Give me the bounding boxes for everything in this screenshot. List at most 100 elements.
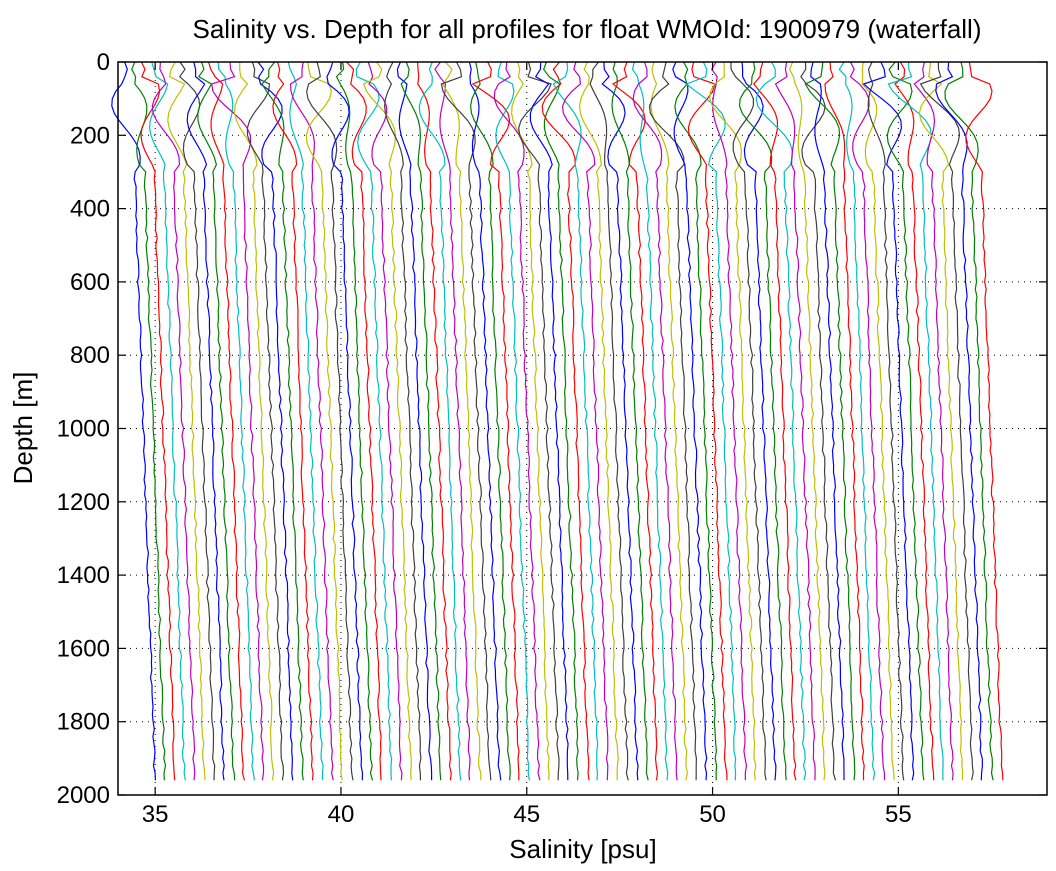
profile-line	[774, 61, 816, 781]
profile-line	[186, 61, 225, 781]
profile-line	[355, 61, 393, 781]
x-tick-label: 50	[699, 801, 726, 828]
profile-line	[919, 61, 974, 781]
profile-line	[471, 61, 520, 781]
y-tick-label: 200	[70, 122, 110, 149]
profile-line	[589, 61, 629, 781]
profile-line	[543, 61, 579, 781]
profile-line	[346, 61, 382, 781]
profile-line	[632, 61, 678, 781]
profile-line	[326, 61, 364, 781]
profile-line	[261, 61, 304, 781]
profile-line	[650, 61, 689, 781]
profile-line	[672, 61, 708, 781]
profile-line	[648, 61, 698, 781]
x-tick-label: 55	[885, 801, 912, 828]
profile-line	[710, 61, 748, 781]
profile-line	[861, 61, 895, 781]
profile-line	[709, 61, 757, 781]
profile-line	[495, 61, 530, 781]
profile-line	[335, 61, 374, 781]
profile-line	[944, 61, 994, 781]
profile-line	[197, 61, 236, 781]
profile-line	[434, 61, 471, 781]
chart-title: Salinity vs. Depth for all profiles for …	[193, 14, 982, 44]
profile-line	[287, 61, 324, 781]
profile-line	[601, 61, 639, 781]
profile-line	[738, 61, 787, 781]
profile-line	[800, 61, 837, 781]
profile-line	[674, 61, 718, 781]
profile-line	[367, 61, 403, 781]
profile-line	[687, 61, 728, 781]
profile-line	[306, 61, 354, 781]
profile-line	[741, 61, 777, 781]
y-tick-label: 800	[70, 342, 110, 369]
profile-line	[755, 61, 807, 781]
y-tick-label: 0	[97, 49, 110, 76]
profile-line	[810, 61, 845, 781]
y-tick-label: 1600	[57, 635, 110, 662]
y-tick-label: 1400	[57, 562, 110, 589]
profile-line	[233, 61, 275, 781]
profile-line	[578, 61, 619, 781]
profile-line	[913, 61, 954, 781]
profile-line	[804, 61, 856, 781]
profile-line	[468, 61, 502, 781]
profile-line	[611, 61, 649, 781]
y-tick-label: 600	[70, 269, 110, 296]
profile-line	[753, 61, 797, 781]
x-axis-label: Salinity [psu]	[509, 834, 656, 864]
profile-line	[611, 61, 659, 781]
profile-line	[493, 61, 541, 781]
profile-line	[383, 61, 422, 781]
plot-frame	[117, 61, 1048, 796]
profile-line	[894, 61, 935, 781]
profile-line	[167, 61, 206, 781]
profile-line	[140, 61, 176, 781]
y-tick-label: 400	[70, 196, 110, 223]
profile-line	[849, 61, 886, 781]
profile-line	[246, 61, 285, 781]
profile-line	[131, 61, 167, 781]
profile-line	[396, 61, 433, 781]
profile-line	[111, 61, 156, 781]
y-tick-label: 2000	[57, 782, 110, 809]
profile-line	[918, 61, 964, 781]
profile-line	[552, 61, 599, 781]
profile-line	[400, 61, 442, 781]
profile-line	[418, 61, 462, 781]
profile-line	[208, 61, 246, 781]
profile-line	[305, 61, 343, 781]
profile-line	[217, 61, 255, 781]
profile-line	[541, 61, 590, 781]
profile-line	[788, 61, 826, 781]
profile-line	[867, 61, 905, 781]
profile-line	[824, 61, 865, 781]
profile-line	[685, 61, 737, 781]
profile-line	[510, 61, 550, 781]
y-tick-label: 1800	[57, 709, 110, 736]
profile-line	[151, 61, 196, 781]
y-tick-label: 1200	[57, 489, 110, 516]
profile-line	[529, 61, 569, 781]
profile-line	[362, 61, 412, 781]
x-tick-label: 40	[328, 801, 355, 828]
axis-ticks: 35 40 45 50 55 0 200 400 600 800 1000 1200 1400 1600 1…	[57, 49, 1047, 828]
profile-line	[178, 61, 216, 781]
profile-line	[440, 61, 492, 781]
profile-line	[289, 61, 334, 781]
profile-line	[886, 61, 925, 781]
profile-line	[935, 61, 984, 781]
y-axis-label: Depth [m]	[8, 372, 38, 485]
profile-line	[838, 61, 876, 781]
profile-line	[441, 61, 482, 781]
profile-line	[887, 61, 944, 781]
profile-lines	[111, 61, 1004, 781]
profile-line	[518, 61, 560, 781]
profile-line	[965, 61, 1004, 781]
y-tick-label: 1000	[57, 416, 110, 443]
profile-line	[561, 61, 609, 781]
profile-line	[272, 61, 314, 781]
x-tick-label: 35	[142, 801, 169, 828]
